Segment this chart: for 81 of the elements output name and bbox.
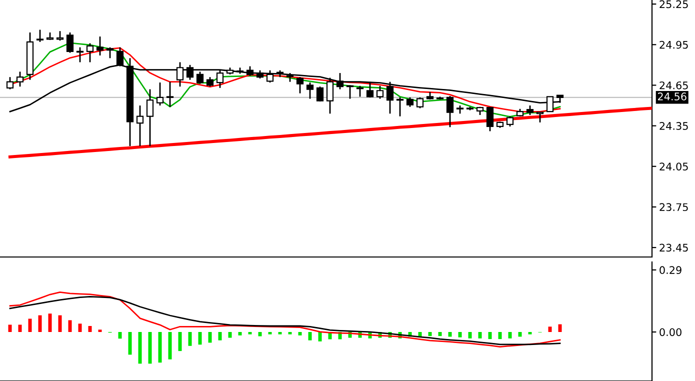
candlestick bbox=[96, 36, 104, 56]
bar bbox=[68, 320, 72, 332]
candlestick bbox=[396, 96, 404, 118]
bar bbox=[148, 332, 152, 364]
candlestick bbox=[506, 116, 514, 128]
candlestick bbox=[486, 106, 494, 132]
candlestick bbox=[66, 32, 74, 54]
candlestick bbox=[536, 112, 544, 124]
candlestick bbox=[366, 81, 374, 98]
bar bbox=[188, 332, 192, 346]
bar bbox=[208, 332, 212, 343]
bar bbox=[238, 332, 242, 336]
candlestick bbox=[36, 29, 44, 43]
bar bbox=[138, 332, 142, 364]
bar bbox=[468, 332, 472, 338]
bar bbox=[518, 332, 522, 337]
y-tick-label: 24.35 bbox=[660, 122, 688, 130]
candlestick bbox=[376, 85, 384, 100]
bar bbox=[278, 332, 282, 334]
bar bbox=[178, 332, 182, 352]
candlestick bbox=[316, 86, 324, 102]
bar bbox=[308, 332, 312, 340]
candlestick bbox=[296, 76, 304, 94]
bar bbox=[478, 332, 482, 338]
candlestick bbox=[56, 30, 64, 42]
bar bbox=[8, 324, 12, 332]
y-tick-label: 24.95 bbox=[660, 40, 688, 49]
bar bbox=[48, 314, 52, 332]
candlestick bbox=[266, 70, 274, 84]
y-tick-label: 0.00 bbox=[660, 328, 682, 336]
bar bbox=[548, 326, 552, 332]
y-tick-label: 24.05 bbox=[660, 162, 688, 170]
bar bbox=[198, 332, 202, 345]
bar bbox=[288, 332, 292, 334]
bar bbox=[508, 332, 512, 338]
candlestick bbox=[216, 70, 224, 89]
bar bbox=[228, 332, 232, 338]
bar bbox=[58, 315, 62, 332]
candlestick bbox=[86, 42, 94, 63]
candlestick bbox=[196, 70, 204, 85]
bar bbox=[498, 332, 502, 340]
bar bbox=[218, 332, 222, 340]
candlestick bbox=[106, 46, 114, 59]
candlestick bbox=[16, 70, 24, 88]
candlestick bbox=[146, 88, 154, 147]
ref-line-label: 24.56 bbox=[658, 92, 686, 100]
candlestick bbox=[526, 104, 534, 116]
bar bbox=[258, 332, 262, 336]
bar bbox=[18, 324, 22, 332]
candlestick bbox=[166, 81, 174, 108]
y-tick-label: 23.45 bbox=[660, 244, 688, 252]
bar bbox=[268, 332, 272, 334]
bar bbox=[158, 332, 162, 363]
candlestick bbox=[6, 76, 14, 90]
bar bbox=[78, 324, 82, 332]
bar bbox=[448, 332, 452, 337]
candlestick bbox=[136, 104, 144, 147]
bar bbox=[118, 332, 122, 339]
bar bbox=[28, 318, 32, 332]
bar bbox=[168, 332, 172, 360]
candlestick bbox=[336, 72, 344, 90]
bar bbox=[318, 332, 322, 342]
candlestick bbox=[156, 82, 164, 106]
bar bbox=[128, 332, 132, 355]
bar bbox=[528, 332, 532, 334]
candlestick bbox=[406, 96, 414, 108]
y-tick-label: 24.65 bbox=[660, 81, 688, 90]
candlestick bbox=[206, 76, 214, 88]
candlestick bbox=[416, 96, 424, 109]
bar bbox=[38, 315, 42, 332]
candlestick bbox=[446, 95, 454, 128]
y-tick-label: 25.25 bbox=[660, 0, 688, 8]
bar bbox=[428, 332, 432, 336]
candlestick bbox=[306, 82, 314, 100]
bar bbox=[88, 326, 92, 332]
candlestick bbox=[76, 46, 84, 63]
bar bbox=[248, 332, 252, 334]
y-tick-label: 23.75 bbox=[660, 203, 688, 212]
candlestick bbox=[346, 84, 354, 100]
y-tick-label: 0.29 bbox=[660, 266, 682, 274]
candlestick bbox=[356, 85, 364, 98]
